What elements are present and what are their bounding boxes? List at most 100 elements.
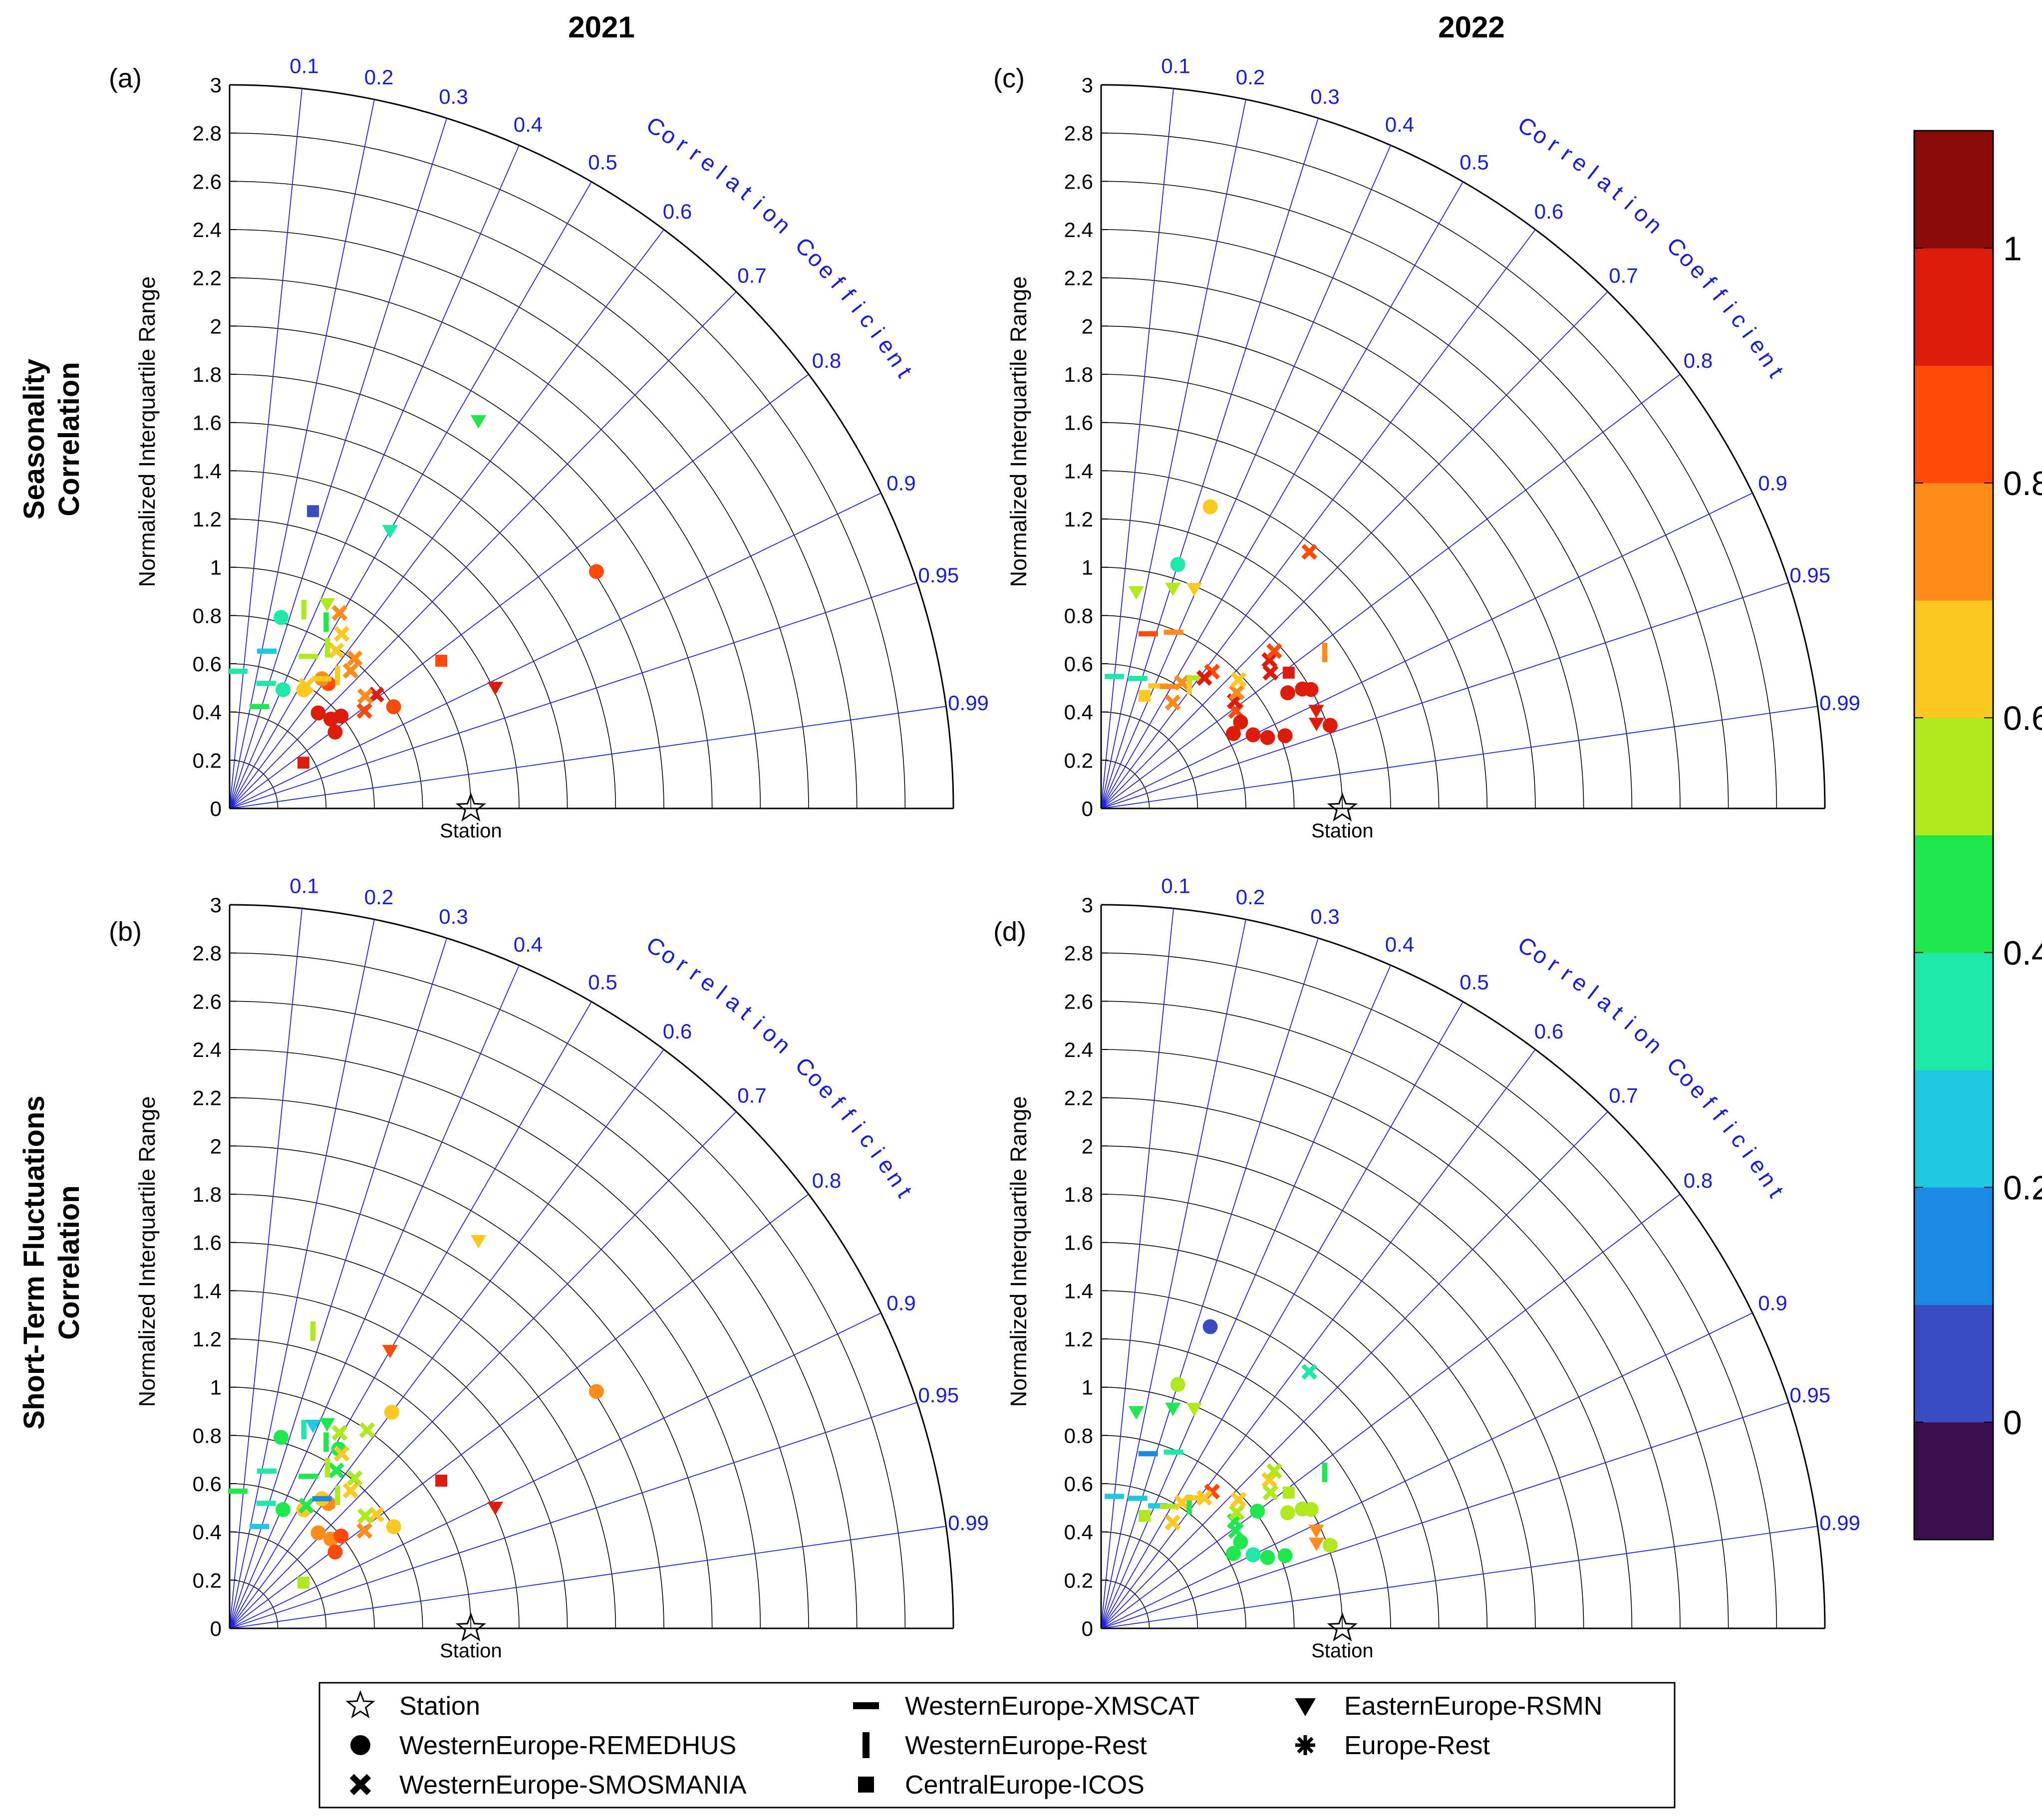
- std-tick-label: 0.4: [193, 701, 222, 724]
- data-point-square: [1282, 666, 1295, 679]
- data-point-circle: [384, 1404, 399, 1420]
- col-title-2021: 2021: [568, 10, 634, 44]
- std-arc: [1101, 1049, 1681, 1629]
- data-point-hbar: [1138, 1451, 1158, 1457]
- data-point-vbar: [334, 1485, 340, 1505]
- data-point-vbar: [1186, 675, 1192, 695]
- corr-tick-label: 0.9: [1758, 471, 1787, 495]
- std-arc: [229, 1145, 713, 1629]
- data-point-x: [1261, 652, 1278, 668]
- data-point-hbar: [1138, 631, 1158, 637]
- data-point-x: [331, 1425, 348, 1441]
- data-point-x: [1266, 643, 1282, 659]
- corr-gridline: [229, 1194, 809, 1629]
- data-point-tri: [319, 1418, 335, 1432]
- corr-tick-label: 0.4: [1385, 933, 1414, 956]
- corr-tick-label: 0.2: [364, 65, 393, 89]
- corr-gridline: [1101, 88, 1174, 809]
- data-point-circle: [333, 708, 349, 724]
- corr-tick-label: 0.95: [918, 1383, 959, 1407]
- data-point-tri: [1308, 718, 1325, 732]
- data-point-x: [346, 1470, 363, 1487]
- std-arc: [229, 952, 906, 1629]
- corr-gridline: [1101, 229, 1536, 809]
- corr-tick-label: 0.7: [737, 263, 766, 287]
- std-tick-label: 0.8: [1064, 604, 1093, 627]
- data-point-tri: [470, 415, 487, 429]
- data-point-circle: [1280, 1505, 1295, 1521]
- corr-tick-label: 0.1: [1161, 54, 1190, 77]
- std-tick-label: 0.6: [193, 1472, 222, 1496]
- legend-marker-tri: [1295, 1698, 1316, 1716]
- corr-tick-label: 0.7: [1609, 1083, 1638, 1107]
- corr-tick-label: 0.6: [663, 200, 692, 223]
- corr-tick-label: 0.4: [1385, 113, 1414, 136]
- corr-tick-label: 0.99: [948, 1511, 989, 1535]
- std-tick-label: 1.8: [1064, 1183, 1093, 1206]
- std-tick-label: 2.6: [1064, 990, 1093, 1013]
- std-arc: [229, 470, 568, 809]
- std-arc: [1101, 470, 1440, 809]
- data-point-hbar: [1160, 684, 1179, 689]
- col-title-2022: 2022: [1438, 10, 1504, 44]
- corr-gridline: [229, 908, 302, 1629]
- data-point-x: [1165, 1514, 1181, 1531]
- std-tick-label: 1.2: [1064, 1327, 1093, 1351]
- data-point-hbar: [250, 704, 270, 710]
- corr-gridline: [229, 118, 447, 809]
- data-point-circle: [310, 1525, 326, 1541]
- corr-gridline: [229, 88, 302, 809]
- std-tick-label: 1: [210, 1376, 222, 1399]
- std-arc: [1101, 1435, 1295, 1629]
- std-arc: [1101, 374, 1536, 809]
- data-point-x: [298, 1498, 314, 1514]
- std-tick-label: 0.8: [193, 604, 222, 627]
- std-tick-label: 1.6: [193, 411, 222, 435]
- data-point-circle: [1277, 728, 1293, 744]
- corr-gridline: [229, 145, 520, 809]
- data-point-circle: [1260, 730, 1275, 745]
- data-point-circle: [1225, 1546, 1241, 1561]
- row-title-short-term: Short-Term Fluctuations Correlation: [18, 1095, 85, 1429]
- data-point-tri: [1128, 586, 1145, 600]
- corr-tick-label: 0.6: [1534, 1020, 1563, 1043]
- std-arc: [229, 1338, 520, 1629]
- colorbar: 0 0.2 0.4 0.6 0.8 1: [1913, 130, 2042, 1541]
- corr-gridline: [1101, 706, 1818, 809]
- data-point-hbar: [256, 1501, 276, 1506]
- corr-tick-label: 0.95: [1789, 563, 1830, 587]
- data-point-circle: [1277, 1548, 1293, 1563]
- std-arc: [229, 132, 906, 809]
- std-arc: [1101, 711, 1198, 809]
- data-point-hbar: [1186, 1495, 1206, 1501]
- data-point-x: [1262, 1484, 1279, 1501]
- std-arc: [1101, 1001, 1729, 1629]
- data-point-hbar: [256, 681, 276, 686]
- colorbar-tick-label: 0.2: [2003, 1169, 2042, 1207]
- std-tick-label: 3: [1082, 893, 1093, 917]
- data-point-circle: [327, 724, 343, 740]
- corr-tick-label: 0.99: [948, 691, 989, 715]
- corr-tick-label: 0.4: [514, 113, 543, 136]
- data-point-circle: [588, 564, 604, 579]
- corr-tick-label: 0.2: [364, 885, 393, 909]
- std-arc: [229, 84, 954, 809]
- colorbar-frame: [1913, 130, 1994, 1541]
- data-point-tri: [487, 1502, 503, 1516]
- corr-gridline: [1101, 493, 1753, 809]
- data-point-circle: [1250, 1504, 1265, 1519]
- corr-tick-label: 0.5: [1459, 150, 1488, 174]
- std-tick-label: 0: [210, 1617, 222, 1640]
- legend-marker-asterisk: [1295, 1735, 1315, 1755]
- data-point-circle: [1322, 1538, 1338, 1553]
- data-point-x: [1228, 1504, 1245, 1521]
- corr-gridline: [229, 1526, 946, 1629]
- data-point-tri: [1128, 1406, 1145, 1420]
- std-tick-label: 1: [1082, 556, 1093, 579]
- data-point-square: [297, 757, 309, 769]
- corr-tick-label: 0.3: [439, 905, 468, 928]
- corr-tick-label: 0.1: [290, 54, 318, 77]
- std-tick-label: 1.4: [193, 1279, 222, 1302]
- std-arc: [229, 1531, 327, 1629]
- colorbar-segment: [1914, 483, 1993, 601]
